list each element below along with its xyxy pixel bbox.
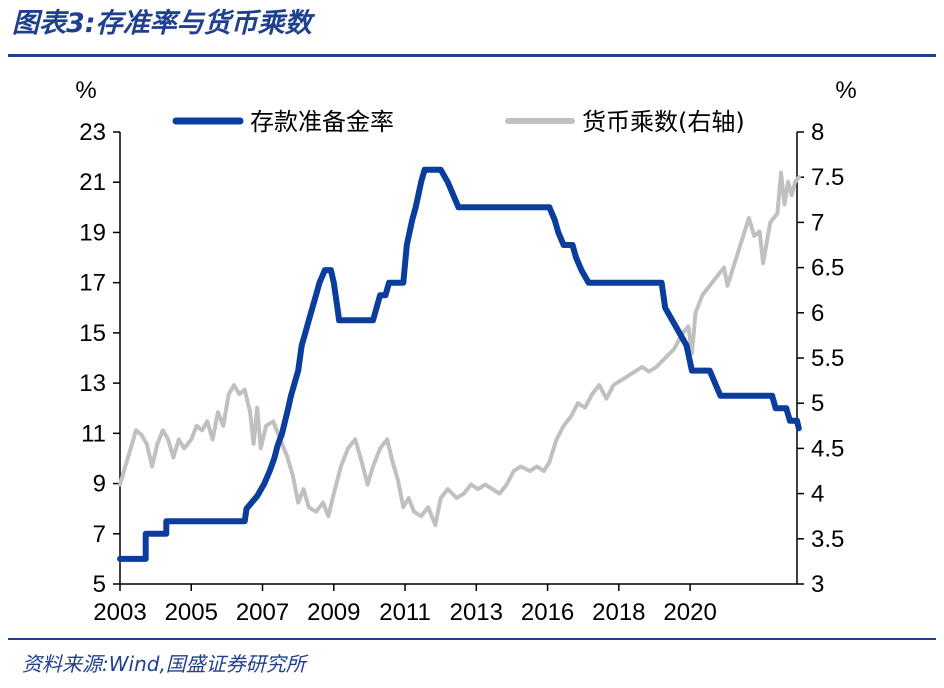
- x-tick-label: 2007: [236, 599, 289, 626]
- left-tick-label: 17: [79, 270, 106, 297]
- left-tick-label: 21: [79, 169, 106, 196]
- x-tick-label: 2018: [592, 599, 645, 626]
- left-unit-label: %: [75, 77, 96, 104]
- x-tick-label: 2003: [93, 599, 146, 626]
- x-tick-label: 2013: [450, 599, 503, 626]
- right-tick-label: 7: [811, 209, 824, 236]
- x-tick-label: 2009: [307, 599, 360, 626]
- x-tick-label: 2016: [521, 599, 574, 626]
- legend-label: 存款准备金率: [250, 108, 394, 136]
- right-unit-label: %: [835, 77, 856, 104]
- right-tick-label: 3.5: [811, 526, 844, 553]
- figure-title: 图表3:存准率与货币乘数: [12, 8, 312, 39]
- title-divider: [8, 54, 936, 57]
- right-tick-label: 5: [811, 390, 824, 417]
- right-tick-label: 6: [811, 300, 824, 327]
- right-tick-label: 7.5: [811, 164, 844, 191]
- series-group: [117, 166, 802, 562]
- line-chart: 5 7 9 11 13 15 17 19 21 23 3 3.5 4 4.5 5 5.5 6 6.5 7 7.5 8%%…: [75, 77, 856, 626]
- money-multiplier-line: [118, 170, 801, 528]
- left-tick-label: 23: [79, 119, 106, 146]
- left-tick-label: 13: [79, 370, 106, 397]
- left-tick-label: 7: [93, 521, 106, 548]
- left-tick-label: 19: [79, 219, 106, 246]
- source-divider: [8, 638, 936, 640]
- axes-group: 5 7 9 11 13 15 17 19 21 23 3 3.5 4 4.5 5 5.5 6 6.5 7 7.5 8%%…: [75, 77, 856, 626]
- right-tick-label: 3: [811, 571, 824, 598]
- source-note: 资料来源:Wind,国盛证券研究所: [22, 652, 306, 676]
- left-tick-label: 15: [79, 320, 106, 347]
- right-tick-label: 4: [811, 481, 824, 508]
- right-tick-label: 5.5: [811, 345, 844, 372]
- right-tick-label: 8: [811, 119, 824, 146]
- right-tick-label: 4.5: [811, 435, 844, 462]
- legend: 存款准备金率 货币乘数(右轴): [172, 108, 745, 136]
- x-tick-label: 2011: [379, 599, 431, 626]
- reserve-ratio-line: [117, 166, 802, 562]
- left-tick-label: 11: [81, 420, 106, 447]
- left-tick-label: 9: [93, 471, 106, 498]
- legend-label: 货币乘数(右轴): [582, 108, 745, 136]
- right-tick-label: 6.5: [811, 255, 844, 282]
- x-tick-label: 2020: [663, 599, 716, 626]
- left-tick-label: 5: [93, 571, 106, 598]
- x-tick-label: 2005: [165, 599, 218, 626]
